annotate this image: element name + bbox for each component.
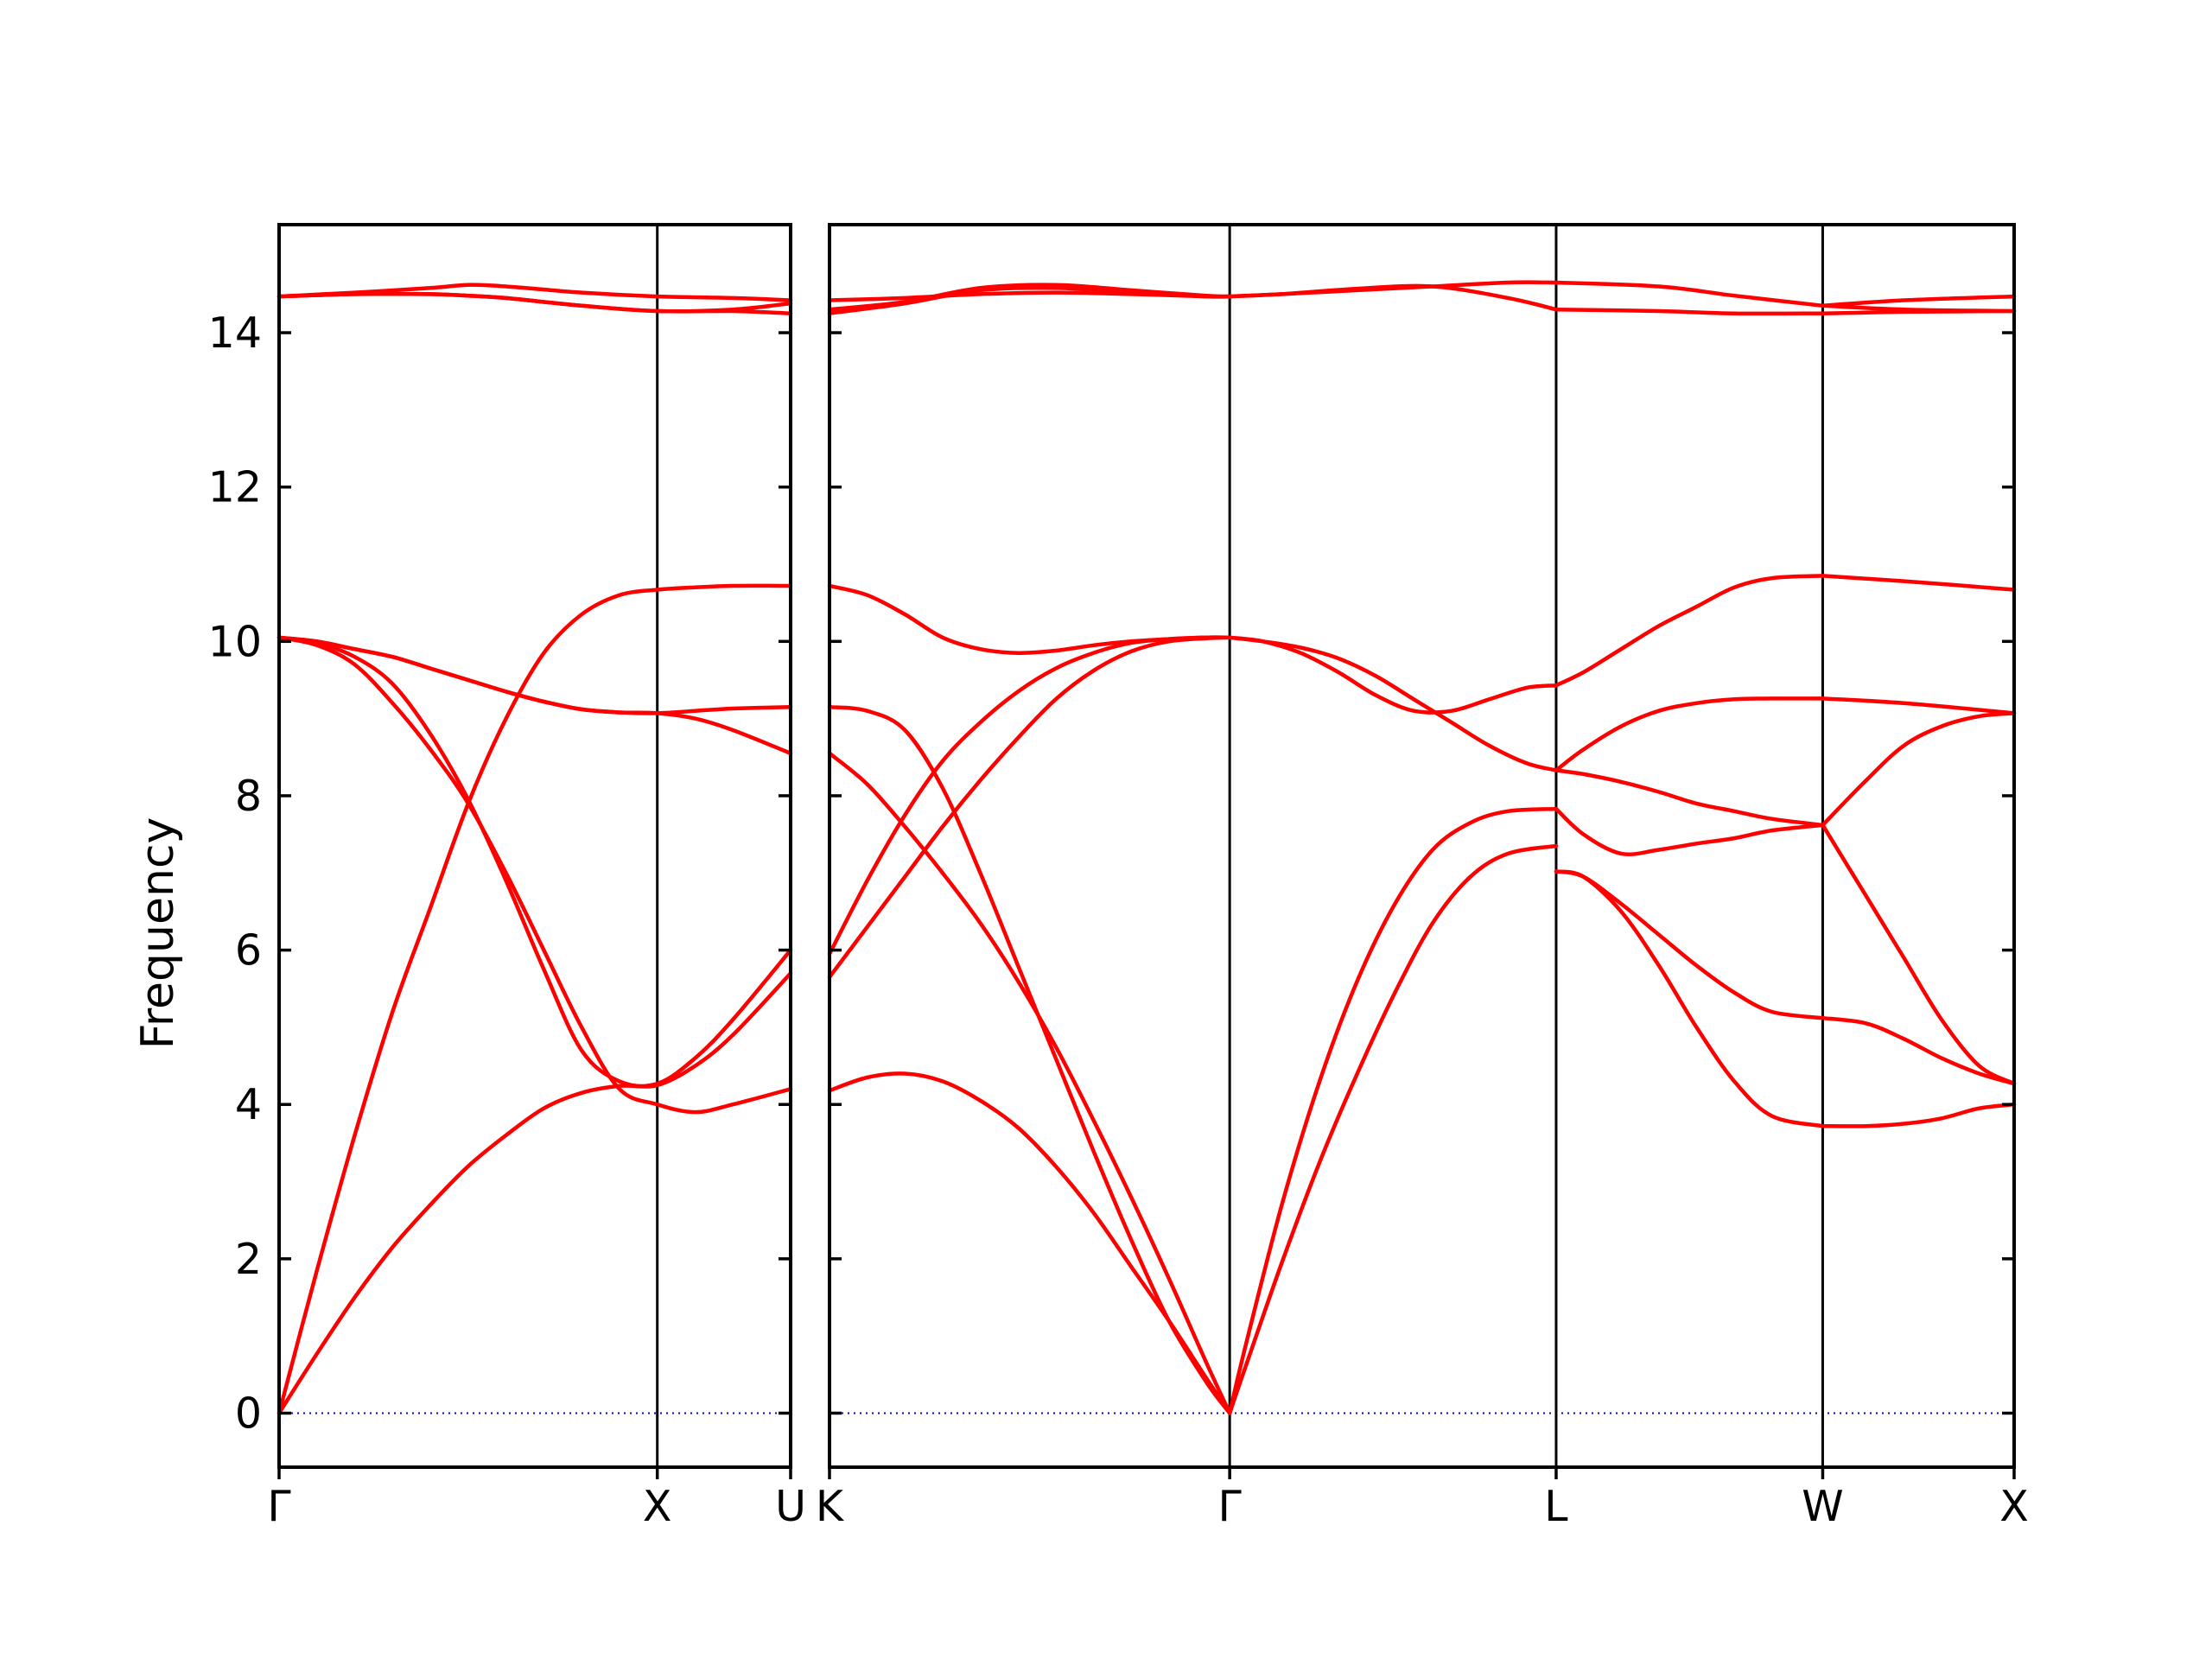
band-line [276,283,793,302]
x-tick-label: W [1802,1482,1843,1531]
band-line [1554,696,1825,772]
band-line [1821,1102,2017,1128]
y-tick-label: 6 [235,926,262,976]
band-line [1227,635,1559,772]
x-tick-label: Γ [267,1482,291,1531]
band-line [1227,280,1559,299]
y-axis-label: Frequency [132,817,184,1050]
band-panels: 0 2 4 6 8 10 12 14 Γ X U K Γ L W X [208,223,2029,1531]
x-tick-label: L [1544,1482,1568,1531]
y-tick-label: 10 [208,617,262,666]
x-tick-label: Γ [1217,1482,1242,1531]
band-line [1821,308,2017,315]
x-tick-label: X [643,1482,672,1531]
y-tick-label: 2 [235,1235,262,1284]
x-tick-label: X [1999,1482,2029,1531]
band-line [1227,806,1559,1415]
band-line [1554,869,1825,1020]
band-line [827,751,1232,1415]
band-line [827,583,1232,655]
band-line [1821,294,2017,308]
band-line [1554,307,1825,316]
band-line [1554,869,1825,1128]
band-line [827,635,1232,980]
band-line [276,635,793,715]
band-line [276,635,793,1089]
band-line [1554,768,1825,828]
band-line [1821,696,2017,715]
band-line [276,635,793,1115]
band-line [827,290,1232,302]
band-line [276,971,793,1415]
band-line [1554,280,1825,308]
band-line [1554,806,1825,856]
band-line [827,1071,1232,1415]
y-tick-label: 14 [208,308,262,358]
band-line [276,583,793,1415]
panel-frame [828,223,2016,1469]
band-line [1821,1015,2017,1086]
band-line [1554,574,1825,688]
y-tick-label: 4 [235,1080,262,1129]
panel-frame [277,223,792,1469]
x-tick-label: K [816,1482,845,1531]
band-line [827,635,1232,957]
band-line [1821,574,2017,592]
y-tick-label: 8 [235,772,262,821]
band-line [1821,711,2017,828]
band-line [1227,635,1559,715]
band-line [827,704,1232,1415]
band-line [276,291,793,314]
y-tick-label: 0 [235,1389,262,1438]
band-line [1821,823,2017,1086]
band-line [276,635,793,756]
panel-1: 0 2 4 6 8 10 12 14 Γ X U [208,223,806,1531]
band-line [1227,843,1559,1415]
y-tick-label: 12 [208,463,262,512]
x-tick-label: U [775,1482,806,1531]
